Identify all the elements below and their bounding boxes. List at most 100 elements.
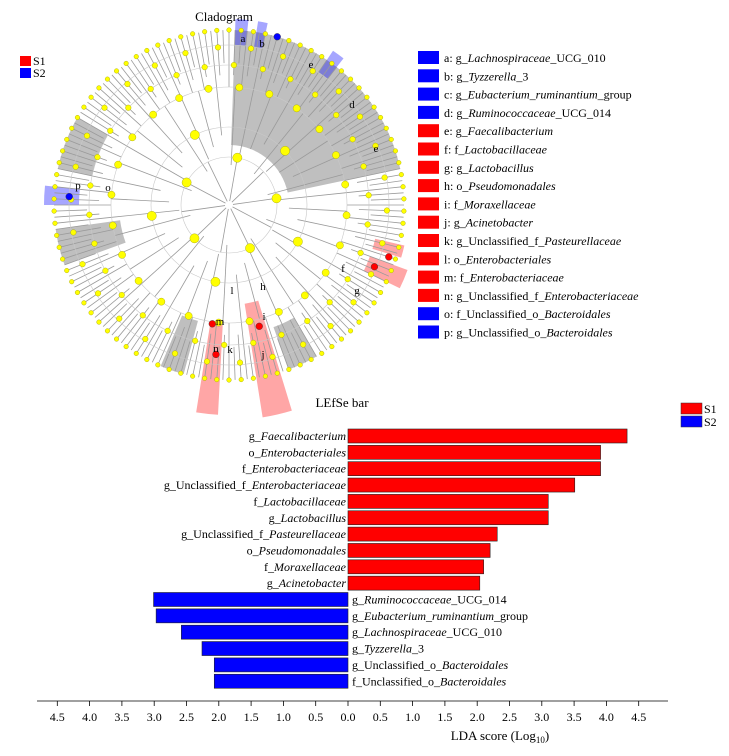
tree-node xyxy=(368,271,375,278)
x-tick-label: 4.0 xyxy=(82,710,97,724)
taxa-prefix: f_ xyxy=(454,197,465,211)
tree-node xyxy=(173,72,180,79)
tree-node xyxy=(247,45,254,52)
tree-branch xyxy=(316,87,360,127)
taxa-key: g xyxy=(444,161,450,175)
label-prefix: f_ xyxy=(253,494,264,508)
taxa-prefix: f_ xyxy=(454,143,465,157)
tree-branch xyxy=(62,150,117,169)
tree-branch xyxy=(126,145,186,181)
tree-node xyxy=(190,130,200,140)
tree-branch xyxy=(266,218,340,248)
tree-node xyxy=(87,182,94,189)
tree-node xyxy=(157,297,166,306)
tree-branch xyxy=(232,206,272,228)
tree-node xyxy=(202,29,208,35)
tree-node xyxy=(175,94,183,102)
tree-branch xyxy=(71,266,102,283)
tree-node xyxy=(287,76,294,83)
tree-branch xyxy=(244,262,260,320)
tree-node xyxy=(371,300,377,306)
bar-label-6: g_Lactobacillus xyxy=(269,511,347,525)
tree-branch xyxy=(356,174,402,183)
tree-branch xyxy=(222,334,225,380)
label-prefix: g_ xyxy=(352,642,365,656)
tree-branch xyxy=(71,127,113,149)
tree-node xyxy=(83,132,90,139)
tree-branch xyxy=(279,140,329,173)
tree-node xyxy=(151,62,158,69)
tree-branch xyxy=(121,233,166,254)
tree-branch xyxy=(77,263,128,293)
marker-letter-m: m xyxy=(216,316,225,328)
tree-node xyxy=(60,256,66,262)
taxa-name: Bacteroidales xyxy=(546,326,613,340)
taxa-prefix: g_ xyxy=(456,69,469,83)
tree-node xyxy=(265,90,274,98)
tree-node xyxy=(123,60,129,66)
tree-branch xyxy=(137,130,183,168)
tree-node xyxy=(333,112,340,119)
tree-branch xyxy=(298,63,333,110)
tree-node xyxy=(133,54,139,60)
tree-node xyxy=(312,91,319,98)
bar-legend-swatch-s2 xyxy=(680,415,703,428)
tree-node xyxy=(125,104,132,111)
x-axis-label: LDA score (Log10) xyxy=(451,728,550,745)
label-suffix: _group xyxy=(493,609,528,623)
label-name: Ruminococcaceae xyxy=(363,593,452,607)
tree-branch xyxy=(141,306,171,357)
bar-legend-label-s1: S1 xyxy=(704,402,717,416)
taxa-swatch-l xyxy=(418,252,439,266)
tree-branch xyxy=(370,214,404,218)
tree-branch xyxy=(164,105,208,172)
tree-node xyxy=(356,319,362,325)
taxa-prefix: o_ xyxy=(456,179,469,193)
tree-node xyxy=(364,310,370,316)
tree-branch xyxy=(94,92,121,115)
taxa-swatch-o xyxy=(418,307,439,321)
tree-node xyxy=(262,373,268,379)
tree-node xyxy=(171,350,178,357)
taxa-name: Pasteurellaceae xyxy=(543,234,622,248)
bar-label-11: g_Ruminococcaceae_UCG_014 xyxy=(352,593,507,607)
taxa-name: Tyzzerella xyxy=(468,69,516,83)
taxa-key: c xyxy=(444,88,449,102)
tree-branch xyxy=(250,238,294,305)
tree-branch xyxy=(168,40,181,72)
tree-node xyxy=(398,232,404,238)
tree-branch xyxy=(54,213,100,218)
x-axis-label-close: ) xyxy=(545,728,549,743)
label-name: Enterobacteriaceae xyxy=(251,462,347,476)
tree-node xyxy=(378,114,384,120)
taxa-legend-item-n: n: g_Unclassified_f_Enterobacteriaceae xyxy=(444,289,639,303)
tree-node xyxy=(365,192,372,199)
biomarker-node xyxy=(273,33,281,41)
tree-node xyxy=(250,375,256,381)
tree-branch xyxy=(231,171,264,203)
tree-node xyxy=(364,94,370,100)
taxa-suffix: _3 xyxy=(515,69,528,83)
tree-node xyxy=(348,328,354,334)
label-prefix: g_ xyxy=(352,625,365,639)
taxa-prefix: g_ xyxy=(456,51,469,65)
tree-branch xyxy=(287,53,317,104)
biomarker-node xyxy=(385,253,393,261)
tree-node xyxy=(344,276,351,283)
tree-node xyxy=(245,243,255,253)
label-prefix: f_ xyxy=(264,560,275,574)
tree-node xyxy=(286,366,292,372)
taxa-swatch-e xyxy=(418,124,439,138)
tree-branch xyxy=(290,332,307,363)
tree-node xyxy=(349,136,356,143)
tree-branch xyxy=(163,336,177,368)
tree-branch xyxy=(340,96,368,118)
tree-branch xyxy=(222,244,228,323)
tree-node xyxy=(166,366,172,372)
legend-label-s2: S2 xyxy=(33,66,46,80)
label-prefix: g_ xyxy=(267,576,280,590)
taxa-prefix: g_ xyxy=(456,124,469,138)
x-tick-label: 1.0 xyxy=(405,710,420,724)
tree-node xyxy=(51,196,57,202)
taxa-sep: : xyxy=(449,88,455,102)
